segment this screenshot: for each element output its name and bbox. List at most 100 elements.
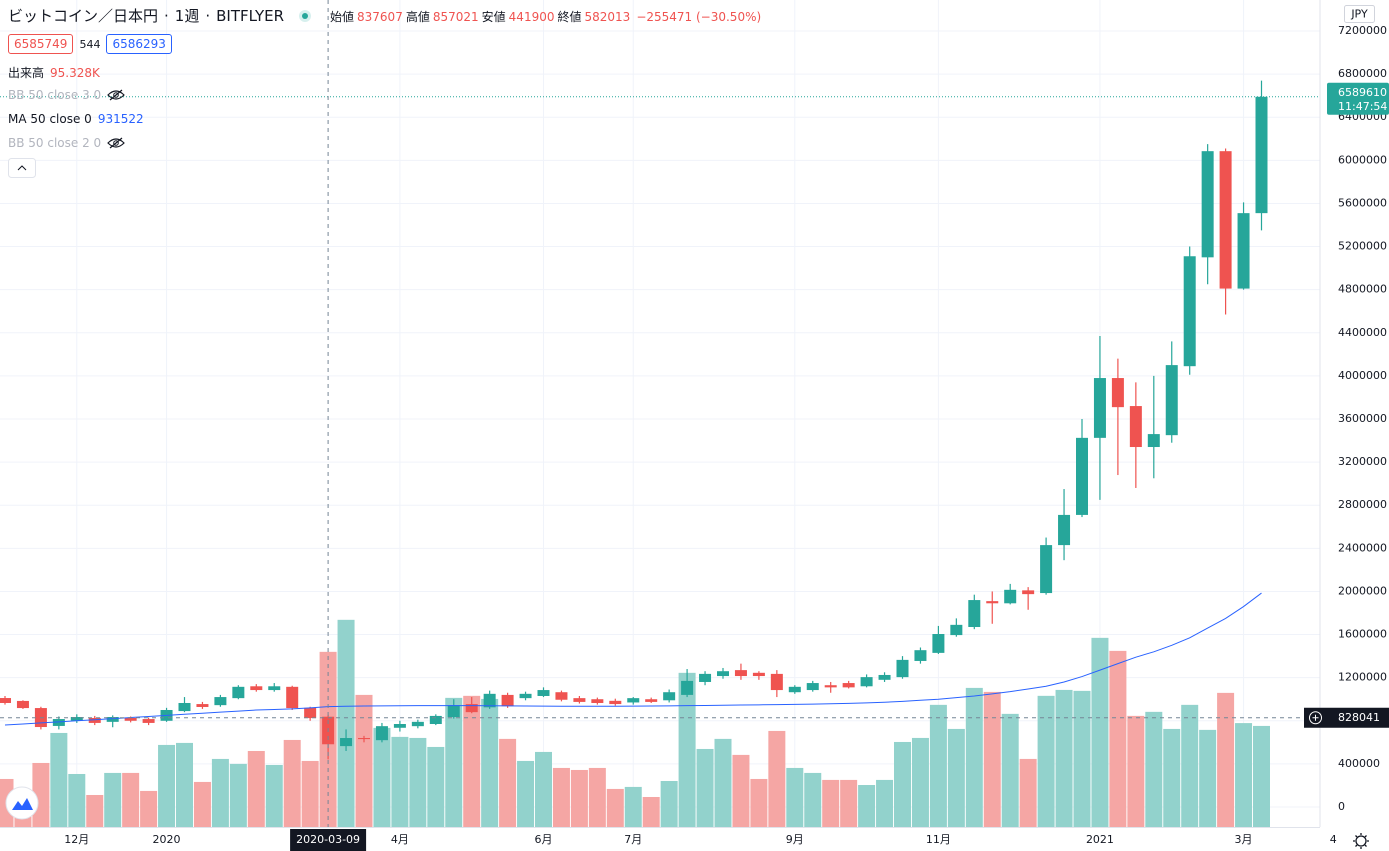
volume-value: 95.328K [50, 65, 100, 80]
x-tick-label: 4 [1330, 833, 1337, 846]
candle-body [878, 674, 891, 680]
volume-bar [840, 779, 858, 827]
countdown-label: 11:47:54 [1338, 100, 1387, 113]
candle-body [88, 717, 101, 723]
volume-bar [104, 772, 122, 827]
collapse-button[interactable] [8, 158, 36, 178]
market-status[interactable] [298, 9, 312, 23]
candle-body [268, 686, 281, 691]
indicator-value: 931522 [97, 112, 144, 126]
candle-body [986, 601, 999, 604]
indicator-label[interactable]: BB 50 close 3 0 [8, 88, 102, 102]
candle-body [734, 670, 747, 677]
logo[interactable] [5, 786, 39, 820]
volume-bar [373, 727, 391, 827]
volume-bar [193, 781, 211, 827]
x-tick-label: 6月 [535, 833, 553, 846]
candle-body [447, 705, 460, 718]
add-alert-button[interactable] [1304, 707, 1327, 728]
candle-body [699, 673, 712, 682]
volume-bar [1001, 713, 1019, 827]
candle-body [0, 698, 11, 703]
volume-bar [1253, 725, 1270, 827]
volume-bars [0, 619, 1270, 827]
y-tick-label: 6000000 [1338, 153, 1387, 166]
indicator-label[interactable]: BB 50 close 2 0 [8, 136, 102, 150]
candle-body [914, 650, 927, 661]
volume-bar [1145, 711, 1163, 827]
currency-label: JPY [1350, 8, 1368, 21]
y-tick-label: 4800000 [1338, 283, 1387, 296]
volume-bar [606, 788, 624, 827]
hidden-icon[interactable] [107, 89, 126, 101]
x-tick-label: 7月 [624, 833, 642, 846]
volume-bar [768, 730, 786, 827]
settings-teeth [1353, 833, 1369, 849]
volume-bar [678, 672, 696, 827]
candle-body [1147, 434, 1160, 448]
hidden-icon[interactable] [107, 137, 126, 149]
volume-bar [624, 786, 642, 827]
crosshair-date-tag [290, 829, 367, 851]
volume-bar [750, 778, 768, 827]
candle-body [142, 719, 155, 723]
indicator-label[interactable]: MA 50 close 0 [8, 112, 92, 126]
interval[interactable]: 1週 [174, 7, 200, 25]
y-tick-label: 4000000 [1338, 369, 1387, 382]
volume-bar [355, 694, 373, 827]
candle-body [375, 726, 388, 741]
candle-body [555, 692, 568, 700]
volume-bar [804, 772, 822, 827]
volume-bar [337, 619, 355, 827]
crosshair-price-label: 828041 [1338, 711, 1380, 724]
candle-body [824, 685, 837, 688]
volume-bar [786, 767, 804, 827]
candle-body [645, 699, 658, 702]
candle-body [663, 692, 676, 701]
exchange: BITFLYER [216, 6, 285, 25]
volume-title: 出来高 [8, 66, 45, 80]
volume-bar [68, 773, 86, 827]
volume-bar [499, 738, 517, 827]
high-value: 857021 [432, 9, 479, 24]
candle-body [627, 698, 640, 703]
volume-bar [445, 697, 463, 827]
y-tick-label: 3600000 [1338, 412, 1387, 425]
y-tick-label: 2400000 [1338, 541, 1387, 554]
candle-body [591, 699, 604, 703]
add-alert-plus [1312, 714, 1319, 721]
volume-bar [301, 760, 319, 827]
volume-bar [265, 764, 283, 827]
symbol-title[interactable]: ビットコイン／日本円 [8, 7, 159, 25]
candle-body [806, 683, 819, 691]
candle-body [124, 717, 137, 721]
indicator-line [4, 592, 1262, 726]
y-tick-label: 6800000 [1338, 67, 1387, 80]
bid[interactable]: 6585749 [8, 34, 74, 54]
open-label: 始値 [330, 10, 355, 24]
volume-bar [1091, 637, 1109, 827]
volume-legend: 出来高 95.328K [8, 64, 100, 81]
x-tick-label: 12月 [64, 833, 89, 846]
indicator-legend: BB 50 close 2 0 [8, 136, 126, 150]
ask[interactable]: 6586293 [106, 34, 172, 54]
volume-bar [391, 736, 409, 827]
volume-bar [1199, 729, 1217, 827]
volume-bar [929, 704, 947, 827]
settings-icon [1355, 835, 1367, 847]
volume-bar [732, 754, 750, 827]
settings-button[interactable] [1353, 833, 1369, 849]
candle-body [1165, 365, 1178, 436]
volume-bar [176, 742, 193, 827]
volume-bar [1073, 690, 1091, 827]
volume-bar [983, 691, 1001, 827]
candle-body [519, 693, 532, 699]
last-price-label: 6589610 [1338, 86, 1387, 99]
volume-bar [822, 779, 840, 827]
volume-bar [1163, 728, 1181, 827]
volume-bar [86, 794, 104, 827]
close-label: 終値 [557, 10, 582, 24]
candle-body [501, 694, 514, 707]
x-tick-label: 9月 [786, 833, 804, 846]
